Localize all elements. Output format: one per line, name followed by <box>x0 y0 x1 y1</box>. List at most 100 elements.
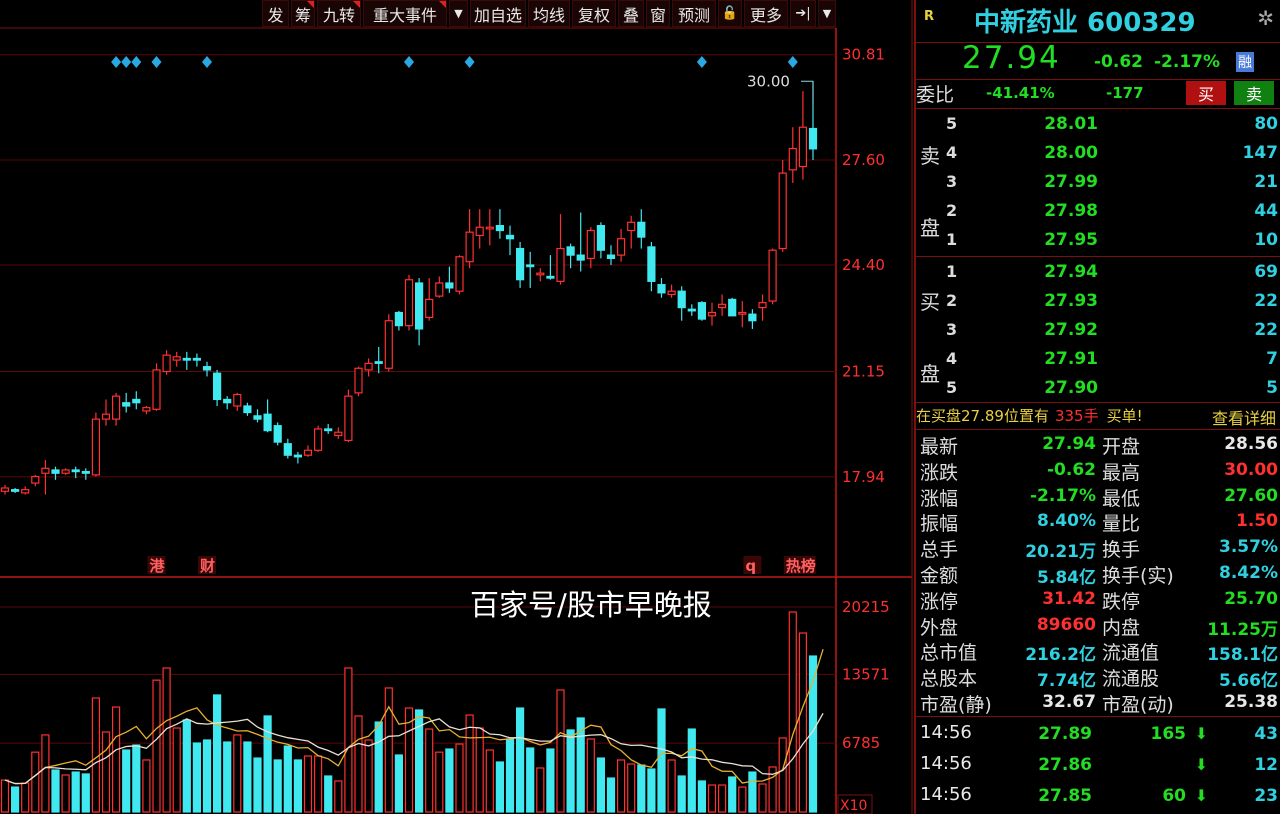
volume-tick-label: 20215 <box>842 598 890 616</box>
volume-bar-down <box>394 754 403 813</box>
toolbar-add-watchlist-button[interactable]: 加自选 <box>470 0 526 27</box>
margin-badge: 融 <box>1236 52 1254 72</box>
sell-level-row[interactable]: 2 27.98 44 <box>916 197 1280 226</box>
candle-up <box>364 362 373 371</box>
candle-down <box>71 469 80 473</box>
lock-icon[interactable]: 🔓 <box>718 0 742 27</box>
weibi-label: 委比 <box>916 84 955 106</box>
arrow-down-icon: ⬇ <box>1194 724 1208 743</box>
stat-label: 流通值 <box>1102 642 1160 665</box>
buy-level-row[interactable]: 3 27.92 22 <box>916 316 1280 345</box>
candle-down <box>728 298 737 317</box>
view-details-link[interactable]: 查看详细 <box>1211 409 1276 428</box>
candle-up <box>91 418 101 476</box>
candle-up <box>738 311 747 315</box>
event-diamond-icon <box>111 56 122 68</box>
candle-up <box>384 320 393 369</box>
volume-bar-up <box>627 763 636 813</box>
volume-bar-down <box>697 780 707 813</box>
event-diamond-icon <box>464 56 475 68</box>
stat-value: 32.67 <box>1042 692 1096 712</box>
stat-label: 金额 <box>920 565 959 587</box>
sell-level-row[interactable]: 5 28.01 80 <box>916 110 1280 139</box>
chevron-down-icon[interactable]: ▼ <box>449 0 468 27</box>
volume-bar-up <box>314 755 323 813</box>
volume-bar-down <box>213 694 222 813</box>
volume-bar-down <box>273 759 282 813</box>
toolbar-chips-button[interactable]: 筹 <box>291 0 315 27</box>
candle-up <box>627 221 636 232</box>
volume-bar-down <box>748 771 757 813</box>
buy-level-row[interactable]: 1 27.94 69 <box>916 258 1280 287</box>
volume-bar-down <box>495 761 504 813</box>
level-number: 5 <box>946 114 958 133</box>
toolbar-major-events-button[interactable]: 重大事件 <box>363 0 447 27</box>
event-diamond-icon <box>696 56 707 68</box>
collapse-panel-icon[interactable]: ➔| <box>790 0 816 27</box>
chevron-down-icon[interactable]: ▼ <box>818 0 836 27</box>
sell-level-row[interactable]: 1 27.95 10 <box>916 226 1280 255</box>
order-volume: 22 <box>1254 320 1278 340</box>
level-number: 4 <box>946 143 958 162</box>
candle-up <box>798 126 808 168</box>
candle-down <box>394 311 403 327</box>
candle-down <box>596 225 606 251</box>
toolbar-overlay-button[interactable]: 叠 <box>618 0 644 27</box>
last-price: 27.94 <box>962 40 1061 76</box>
toolbar-more-button[interactable]: 更多 <box>744 0 788 27</box>
level-number: 2 <box>946 291 958 310</box>
event-tag-bg <box>147 556 166 574</box>
candle-down <box>606 254 616 259</box>
toolbar-ma-button[interactable]: 均线 <box>528 0 570 27</box>
gear-icon[interactable]: ✲ <box>1257 6 1274 30</box>
candle-up <box>142 407 151 412</box>
volume-bar-up <box>435 751 444 813</box>
toolbar-adjust-button[interactable]: 复权 <box>572 0 616 27</box>
toolbar-window-button[interactable]: 窗 <box>646 0 670 27</box>
candle-down <box>374 361 383 364</box>
volume-bar-down <box>223 741 232 813</box>
order-volume: 10 <box>1254 230 1278 250</box>
price-tick-label: 30.81 <box>842 46 885 64</box>
candle-down <box>637 221 646 238</box>
event-tag-bg <box>743 556 762 574</box>
kline-chart[interactable]: 30.81 27.60 24.40 21.15 17.94 20215 13571 6785 X… <box>0 0 914 814</box>
order-price: 28.00 <box>1044 143 1098 163</box>
candle-down <box>202 366 212 371</box>
buy-button[interactable]: 买 <box>1186 81 1226 105</box>
price-change-pct: -2.17% <box>1154 52 1221 72</box>
candle-up <box>616 238 626 256</box>
toolbar-fa-button[interactable]: 发 <box>262 0 289 27</box>
volume-bar-down <box>677 775 686 813</box>
order-volume: 22 <box>1254 291 1278 311</box>
toolbar-jiuzhuan-button[interactable]: 九转 <box>317 0 361 27</box>
buy-level-row[interactable]: 4 27.91 7 <box>916 345 1280 374</box>
volume-bar-up <box>455 743 464 813</box>
toolbar-forecast-button[interactable]: 预测 <box>672 0 716 27</box>
sell-button[interactable]: 卖 <box>1234 81 1274 105</box>
stat-label: 最高 <box>1102 461 1141 484</box>
order-price: 27.94 <box>1044 262 1098 282</box>
event-tag-bg <box>783 556 816 574</box>
stat-label: 总手 <box>920 539 959 562</box>
stat-row: 振幅 8.40% 量比 1.50 <box>916 509 1280 535</box>
buy-level-row[interactable]: 2 27.93 22 <box>916 287 1280 316</box>
volume-bar-up <box>111 706 121 813</box>
stat-label: 最新 <box>920 436 959 458</box>
volume-bar-up <box>778 737 787 813</box>
sell-level-row[interactable]: 4 28.00 147 <box>916 139 1280 168</box>
candle-down <box>132 398 141 404</box>
volume-bar-up <box>586 738 595 813</box>
candle-up <box>455 256 464 292</box>
volume-bar-up <box>798 632 808 813</box>
candle-up <box>485 226 494 230</box>
candle-down <box>808 127 818 150</box>
sell-level-row[interactable]: 3 27.99 21 <box>916 168 1280 197</box>
buy-level-row[interactable]: 5 27.90 5 <box>916 374 1280 403</box>
volume-bar-down <box>51 769 60 813</box>
tick-time: 14:56 <box>920 753 972 774</box>
candle-down <box>415 282 424 330</box>
candle-up <box>536 272 545 276</box>
volume-bar-up <box>475 727 484 813</box>
candle-down <box>647 246 656 282</box>
